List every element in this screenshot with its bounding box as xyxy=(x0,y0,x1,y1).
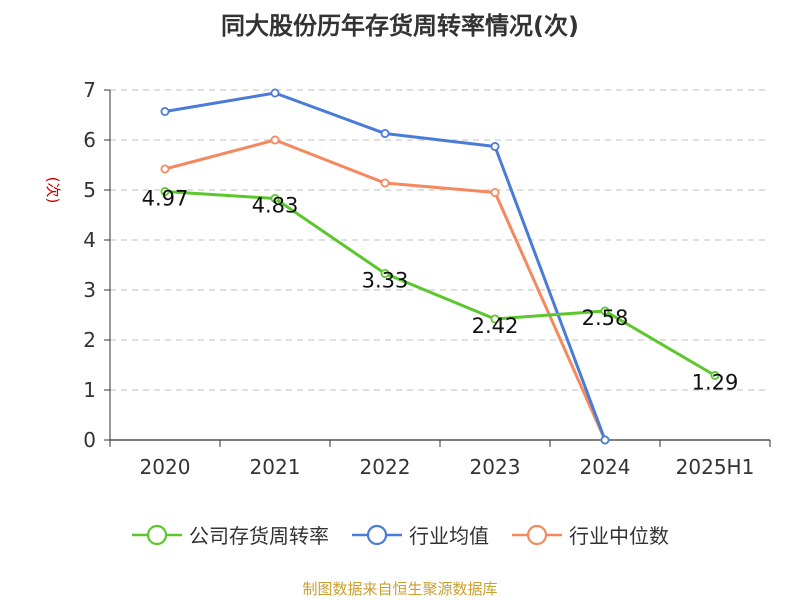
x-tick-label: 2020 xyxy=(140,455,191,479)
data-point xyxy=(490,314,500,324)
data-point xyxy=(270,193,280,203)
legend-line-marker-icon xyxy=(352,524,402,545)
data-point xyxy=(380,268,390,278)
x-tick-label: 2024 xyxy=(580,455,631,479)
source-note: 制图数据来自恒生聚源数据库 xyxy=(302,580,498,598)
legend-label: 行业均值 xyxy=(409,524,489,548)
y-tick-label: 6 xyxy=(83,128,96,152)
axis-layer: 0 1 2 3 4 5 6 7 2020 2021 2022 2023 2024 2025H1 (次) xyxy=(44,78,771,479)
data-label: 2.58 xyxy=(582,306,629,330)
data-point xyxy=(160,107,170,117)
y-axis-label: (次) xyxy=(44,177,62,204)
data-label: 3.33 xyxy=(362,269,409,293)
legend-item[interactable]: 公司存货周转率 xyxy=(131,520,329,549)
series-layer xyxy=(160,88,720,445)
x-tick-label: 2025H1 xyxy=(676,455,755,479)
y-tick-label: 0 xyxy=(83,428,96,452)
data-point xyxy=(160,186,170,196)
y-tick-label: 7 xyxy=(83,78,96,102)
legend-circle xyxy=(526,524,548,545)
y-tick-label: 1 xyxy=(83,378,96,402)
data-label: 2.42 xyxy=(472,314,519,338)
legend-circle xyxy=(146,524,168,545)
data-point xyxy=(490,187,500,197)
data-point xyxy=(270,135,280,145)
legend-item[interactable]: 行业均值 xyxy=(351,520,489,549)
x-tick-label: 2022 xyxy=(360,455,411,479)
legend-label: 公司存货周转率 xyxy=(189,524,329,548)
line-chart: 0 1 2 3 4 5 6 7 2020 2021 2022 2023 2024 2025H1 (次) 4.… xyxy=(44,78,771,479)
x-tick-label: 2021 xyxy=(250,455,301,479)
data-label: 4.97 xyxy=(142,187,189,211)
data-label: 1.29 xyxy=(692,371,739,395)
legend-line-marker-icon xyxy=(132,524,182,545)
legend-item[interactable]: 行业中位数 xyxy=(511,520,669,549)
y-tick-label: 4 xyxy=(83,228,96,252)
x-tick-label: 2023 xyxy=(470,455,521,479)
grid-layer xyxy=(110,89,770,391)
label-layer: 4.97 4.83 3.33 2.42 2.58 1.29 xyxy=(142,187,739,395)
legend-label: 行业中位数 xyxy=(569,524,669,548)
data-point xyxy=(380,178,390,188)
data-label: 4.83 xyxy=(252,194,299,218)
data-point xyxy=(710,370,720,380)
legend-circle xyxy=(366,524,388,545)
data-point xyxy=(270,88,280,98)
data-point xyxy=(380,128,390,138)
data-point xyxy=(600,435,610,445)
legend-line-marker-icon xyxy=(512,524,562,545)
chart-title: 同大股份历年存货周转率情况(次) xyxy=(221,12,579,40)
y-tick-label: 2 xyxy=(83,328,96,352)
y-tick-label: 5 xyxy=(83,178,96,202)
series-line xyxy=(164,91,607,441)
series-line xyxy=(164,190,716,377)
y-tick-label: 3 xyxy=(83,278,96,302)
data-point xyxy=(600,306,610,316)
data-point xyxy=(160,164,170,174)
chart-legend: 公司存货周转率 行业均值 行业中位数 xyxy=(0,520,800,549)
data-point xyxy=(490,141,500,151)
